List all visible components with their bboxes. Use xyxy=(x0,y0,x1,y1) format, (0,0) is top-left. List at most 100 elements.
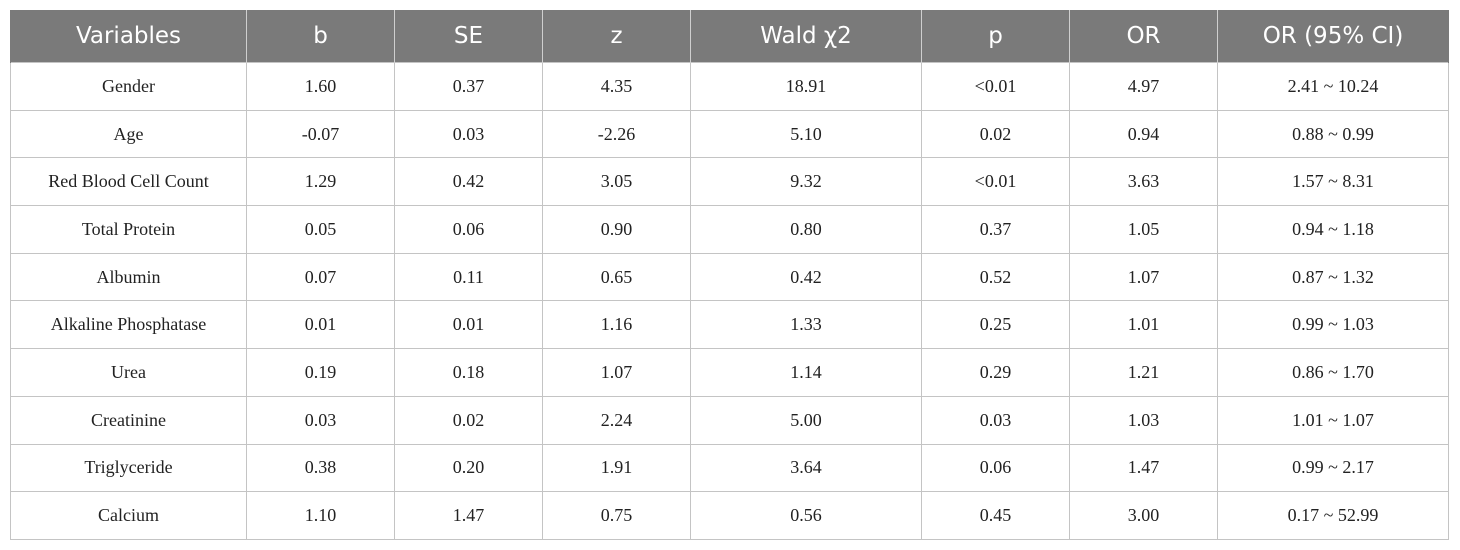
z-cell: 0.65 xyxy=(542,252,691,302)
or-cell: 1.01 xyxy=(1069,300,1218,350)
b-cell: 1.29 xyxy=(246,157,395,207)
table-row: Total Protein 0.05 0.06 0.90 0.80 0.37 1.05 0.9… xyxy=(10,205,1449,254)
header-p: p xyxy=(921,10,1070,63)
se-cell: 0.01 xyxy=(394,300,543,350)
header-b: b xyxy=(246,10,395,63)
or-ci-cell: 1.01 ~ 1.07 xyxy=(1217,395,1449,445)
header-se: SE xyxy=(394,10,543,63)
se-cell: 0.06 xyxy=(394,205,543,254)
or-ci-cell: 0.87 ~ 1.32 xyxy=(1217,252,1449,302)
p-cell: 0.29 xyxy=(921,348,1070,397)
or-cell: 4.97 xyxy=(1069,62,1218,111)
wald-cell: 18.91 xyxy=(690,62,922,111)
variable-cell: Red Blood Cell Count xyxy=(10,157,247,207)
variable-cell: Alkaline Phosphatase xyxy=(10,300,247,350)
or-cell: 1.05 xyxy=(1069,205,1218,254)
or-cell: 1.03 xyxy=(1069,395,1218,445)
or-ci-cell: 0.99 ~ 2.17 xyxy=(1217,443,1449,493)
z-cell: -2.26 xyxy=(542,109,691,159)
header-z: z xyxy=(542,10,691,63)
or-cell: 3.63 xyxy=(1069,157,1218,207)
table-body: Gender 1.60 0.37 4.35 18.91 <0.01 4.97 2.41 ~ 1… xyxy=(10,62,1449,540)
variable-cell: Calcium xyxy=(10,491,247,540)
variable-cell: Gender xyxy=(10,62,247,111)
header-or: OR xyxy=(1069,10,1218,63)
table-row: Urea 0.19 0.18 1.07 1.14 0.29 1.21 0.86 ~ 1.70 xyxy=(10,348,1449,397)
z-cell: 1.91 xyxy=(542,443,691,493)
table-row: Alkaline Phosphatase 0.01 0.01 1.16 1.33 0.25… xyxy=(10,300,1449,350)
or-cell: 1.21 xyxy=(1069,348,1218,397)
b-cell: 0.01 xyxy=(246,300,395,350)
p-cell: 0.02 xyxy=(921,109,1070,159)
b-cell: 0.03 xyxy=(246,395,395,445)
b-cell: 0.19 xyxy=(246,348,395,397)
header-or-ci: OR (95% CI) xyxy=(1217,10,1449,63)
or-cell: 0.94 xyxy=(1069,109,1218,159)
z-cell: 1.16 xyxy=(542,300,691,350)
p-cell: 0.37 xyxy=(921,205,1070,254)
wald-cell: 1.14 xyxy=(690,348,922,397)
b-cell: 0.07 xyxy=(246,252,395,302)
b-cell: 1.10 xyxy=(246,491,395,540)
table-row: Calcium 1.10 1.47 0.75 0.56 0.45 3.00 0.17 ~ 52… xyxy=(10,491,1449,540)
wald-cell: 0.80 xyxy=(690,205,922,254)
p-cell: <0.01 xyxy=(921,157,1070,207)
se-cell: 0.02 xyxy=(394,395,543,445)
header-row: Variables b SE z Wald χ2 p OR OR (95% CI… xyxy=(10,10,1449,63)
or-ci-cell: 0.86 ~ 1.70 xyxy=(1217,348,1449,397)
z-cell: 3.05 xyxy=(542,157,691,207)
variable-cell: Triglyceride xyxy=(10,443,247,493)
logistic-regression-table: Variables b SE z Wald χ2 p OR OR (95% CI… xyxy=(10,10,1449,540)
se-cell: 0.18 xyxy=(394,348,543,397)
p-cell: 0.45 xyxy=(921,491,1070,540)
z-cell: 4.35 xyxy=(542,62,691,111)
wald-cell: 3.64 xyxy=(690,443,922,493)
b-cell: -0.07 xyxy=(246,109,395,159)
se-cell: 0.11 xyxy=(394,252,543,302)
table-row: Creatinine 0.03 0.02 2.24 5.00 0.03 1.03 1.01 ~… xyxy=(10,395,1449,445)
table-row: Age -0.07 0.03 -2.26 5.10 0.02 0.94 0.88 ~ 0.99 xyxy=(10,109,1449,159)
p-cell: 0.25 xyxy=(921,300,1070,350)
p-cell: <0.01 xyxy=(921,62,1070,111)
z-cell: 0.75 xyxy=(542,491,691,540)
se-cell: 0.20 xyxy=(394,443,543,493)
se-cell: 1.47 xyxy=(394,491,543,540)
header-wald-chi2: Wald χ2 xyxy=(690,10,922,63)
b-cell: 1.60 xyxy=(246,62,395,111)
wald-cell: 1.33 xyxy=(690,300,922,350)
b-cell: 0.05 xyxy=(246,205,395,254)
z-cell: 2.24 xyxy=(542,395,691,445)
table-header: Variables b SE z Wald χ2 p OR OR (95% CI… xyxy=(10,10,1449,63)
table-row: Gender 1.60 0.37 4.35 18.91 <0.01 4.97 2.41 ~ 1… xyxy=(10,62,1449,111)
wald-cell: 0.42 xyxy=(690,252,922,302)
wald-cell: 0.56 xyxy=(690,491,922,540)
or-ci-cell: 0.94 ~ 1.18 xyxy=(1217,205,1449,254)
variable-cell: Total Protein xyxy=(10,205,247,254)
or-ci-cell: 0.17 ~ 52.99 xyxy=(1217,491,1449,540)
p-cell: 0.52 xyxy=(921,252,1070,302)
p-cell: 0.06 xyxy=(921,443,1070,493)
table-row: Albumin 0.07 0.11 0.65 0.42 0.52 1.07 0.87 ~ 1.… xyxy=(10,252,1449,302)
or-ci-cell: 0.88 ~ 0.99 xyxy=(1217,109,1449,159)
or-ci-cell: 1.57 ~ 8.31 xyxy=(1217,157,1449,207)
z-cell: 1.07 xyxy=(542,348,691,397)
regression-table-container: Variables b SE z Wald χ2 p OR OR (95% CI… xyxy=(10,10,1449,540)
wald-cell: 5.00 xyxy=(690,395,922,445)
table-row: Triglyceride 0.38 0.20 1.91 3.64 0.06 1.47 0.99… xyxy=(10,443,1449,493)
se-cell: 0.03 xyxy=(394,109,543,159)
or-cell: 1.47 xyxy=(1069,443,1218,493)
variable-cell: Creatinine xyxy=(10,395,247,445)
or-ci-cell: 0.99 ~ 1.03 xyxy=(1217,300,1449,350)
wald-cell: 5.10 xyxy=(690,109,922,159)
p-cell: 0.03 xyxy=(921,395,1070,445)
wald-cell: 9.32 xyxy=(690,157,922,207)
or-cell: 3.00 xyxy=(1069,491,1218,540)
b-cell: 0.38 xyxy=(246,443,395,493)
or-cell: 1.07 xyxy=(1069,252,1218,302)
se-cell: 0.37 xyxy=(394,62,543,111)
se-cell: 0.42 xyxy=(394,157,543,207)
table-row: Red Blood Cell Count 1.29 0.42 3.05 9.32 <0.0… xyxy=(10,157,1449,207)
variable-cell: Urea xyxy=(10,348,247,397)
header-variables: Variables xyxy=(10,10,247,63)
variable-cell: Age xyxy=(10,109,247,159)
